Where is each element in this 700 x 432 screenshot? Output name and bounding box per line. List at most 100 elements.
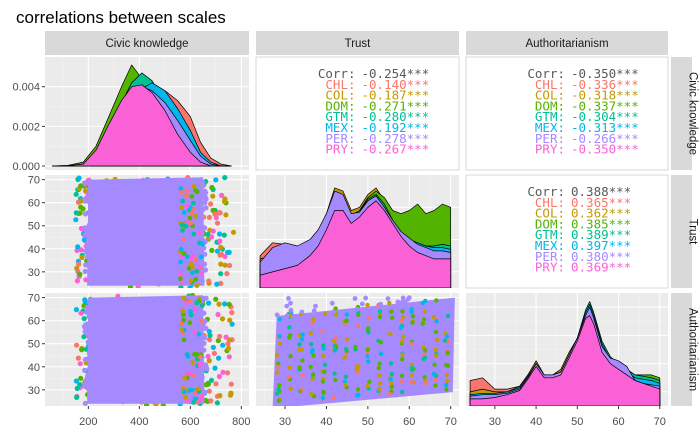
correlation-label: CHL: bbox=[535, 195, 565, 210]
scatter-point-pry bbox=[184, 370, 190, 376]
scatter-point-dom bbox=[180, 312, 186, 317]
scatter-point-gtm bbox=[222, 175, 228, 181]
scatter-point-per bbox=[202, 225, 208, 231]
scatter-point-chl bbox=[433, 377, 439, 383]
scatter-point-chl bbox=[197, 354, 203, 360]
scatter-point-mex bbox=[444, 334, 450, 339]
scatter-point-chl bbox=[300, 373, 305, 378]
scatter-point-col bbox=[377, 386, 382, 391]
scatter-point-dom bbox=[333, 377, 338, 383]
scatter-point-per bbox=[81, 232, 88, 238]
scatter-point-per bbox=[202, 267, 209, 273]
scatter-point-mex bbox=[366, 359, 371, 364]
scatter-point-col bbox=[179, 327, 185, 333]
scatter-point-mex bbox=[277, 317, 283, 322]
scatter-point-pry bbox=[179, 280, 185, 286]
scatter-point-dom bbox=[410, 320, 415, 325]
scatter-point-per bbox=[87, 363, 93, 369]
scatter-point-col bbox=[343, 382, 348, 387]
scatter-point-mex bbox=[181, 210, 187, 215]
x-axis-tick-label: 40 bbox=[530, 416, 542, 428]
scatter-point-chl bbox=[214, 220, 221, 226]
correlation-panel bbox=[255, 56, 460, 171]
scatter-point-chl bbox=[225, 341, 231, 347]
scatter-point-chl bbox=[208, 201, 214, 207]
scatter-point-mex bbox=[185, 254, 190, 260]
scatter-point-dom bbox=[444, 387, 449, 392]
scatter-point-dom bbox=[433, 329, 439, 335]
scatter-point-col bbox=[322, 311, 328, 317]
scatter-point-per bbox=[400, 295, 406, 301]
scatter-layer bbox=[73, 293, 235, 406]
scatter-point-per bbox=[197, 200, 203, 206]
scatter-point-pry bbox=[78, 310, 84, 316]
scatter-point-gtm bbox=[180, 228, 185, 233]
scatter-point-gtm bbox=[400, 389, 405, 395]
scatter-point-per bbox=[203, 365, 210, 371]
scatter-point-dom bbox=[203, 382, 209, 388]
scatter-point-col bbox=[287, 365, 292, 370]
scatter-point-mex bbox=[222, 301, 228, 307]
scatter-point-dom bbox=[445, 363, 451, 368]
scatter-point-dom bbox=[389, 309, 394, 314]
scatter-point-col bbox=[274, 352, 280, 358]
correlation-value: -0.278*** bbox=[362, 131, 430, 146]
correlation-label: COL: bbox=[535, 88, 565, 103]
strip-right-label: Trust bbox=[687, 219, 699, 246]
scatter-point-mex bbox=[434, 319, 439, 324]
scatter-point-per bbox=[88, 380, 94, 386]
scatter-point-per bbox=[284, 313, 290, 319]
scatter-point-chl bbox=[300, 387, 305, 392]
scatter-point-per bbox=[84, 241, 90, 248]
scatter-point-mex bbox=[206, 328, 212, 335]
scatter-point-dom bbox=[276, 361, 281, 366]
scatter-point-chl bbox=[206, 278, 212, 284]
scatter-point-chl bbox=[208, 398, 214, 404]
scatter-point-per bbox=[329, 300, 335, 306]
scatter-point-gtm bbox=[389, 372, 395, 377]
scatter-point-mex bbox=[388, 377, 393, 382]
scatter-point-dom bbox=[287, 335, 292, 340]
scatter-point-per bbox=[88, 275, 94, 281]
correlation-label: Corr: bbox=[527, 66, 565, 81]
scatter-point-chl bbox=[206, 214, 212, 220]
scatter-point-chl bbox=[320, 328, 325, 334]
y-axis-tick-label: 50 bbox=[28, 221, 40, 233]
scatter-point-dom bbox=[187, 215, 193, 221]
scatter-point-mex bbox=[198, 254, 204, 260]
scatter-point-per bbox=[82, 367, 88, 373]
correlation-value: 0.388*** bbox=[571, 184, 631, 199]
scatter-point-per bbox=[85, 194, 91, 200]
scatter-point-per bbox=[372, 309, 378, 315]
scatter-point-pry bbox=[188, 371, 193, 377]
scatter-point-col bbox=[219, 316, 226, 322]
scatter-point-per bbox=[363, 295, 369, 301]
y-axis-tick-label: 30 bbox=[28, 267, 40, 279]
scatter-point-gtm bbox=[218, 271, 224, 277]
scatter-point-mex bbox=[182, 389, 187, 395]
correlation-label: GTM: bbox=[535, 109, 565, 124]
scatter-point-mex bbox=[196, 331, 202, 337]
y-axis-tick-label: 0.002 bbox=[12, 121, 40, 133]
strip-right-bg bbox=[671, 175, 692, 288]
scatter-point-gtm bbox=[221, 232, 227, 238]
scatter-point-per bbox=[82, 383, 88, 390]
scatter-point-chl bbox=[218, 251, 225, 258]
scatter-point-dom bbox=[311, 353, 316, 358]
scatter-point-pry bbox=[197, 264, 202, 270]
scatter-point-mex bbox=[398, 325, 404, 330]
scatter-point-col bbox=[275, 370, 280, 375]
scatter-point-mex bbox=[212, 365, 218, 371]
scatter-point-pry bbox=[220, 369, 226, 375]
scatter-point-chl bbox=[188, 220, 194, 226]
scatter-point-dom bbox=[422, 375, 427, 380]
scatter-point-mex bbox=[365, 354, 370, 359]
chart-title: correlations between scales bbox=[16, 8, 226, 27]
scatter-point-dom bbox=[78, 204, 84, 210]
correlation-value: 0.385*** bbox=[571, 216, 631, 231]
scatter-point-per bbox=[84, 327, 90, 333]
scatter-point-chl bbox=[356, 323, 361, 328]
scatter-point-chl bbox=[179, 190, 184, 195]
scatter-point-pry bbox=[216, 373, 222, 380]
